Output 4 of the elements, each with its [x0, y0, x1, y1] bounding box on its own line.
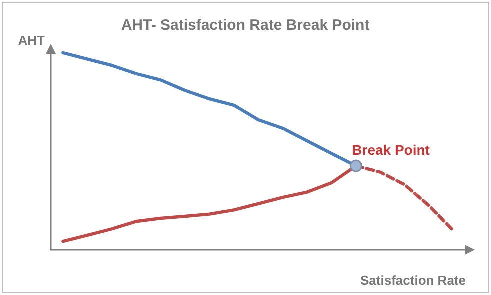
x-axis-title: Satisfaction Rate [360, 273, 466, 288]
annotation: Break Point [352, 142, 430, 158]
y-axis-title: AHT [18, 33, 46, 48]
chart-title: AHT- Satisfaction Rate Break Point [121, 17, 370, 34]
